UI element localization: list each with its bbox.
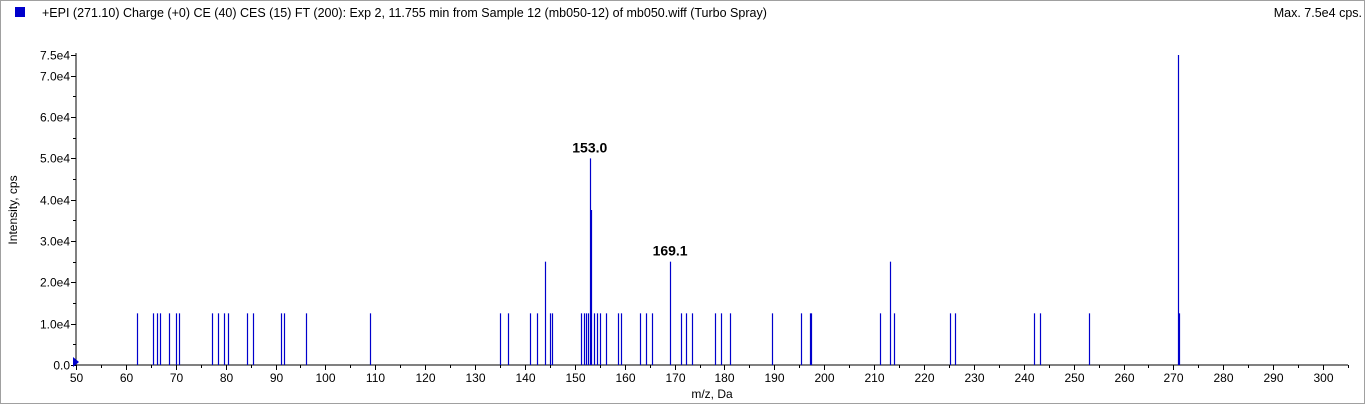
x-axis-title: m/z, Da [691, 387, 733, 401]
x-tick-label: 90 [270, 371, 284, 385]
y-tick-label: 7.0e4 [40, 70, 70, 84]
peak-annotation: 169.1 [653, 243, 688, 259]
y-tick-label: 2.0e4 [40, 276, 70, 290]
y-tick-label: 1.0e4 [40, 318, 70, 332]
x-tick-label: 60 [120, 371, 134, 385]
x-tick-label: 220 [914, 371, 934, 385]
axes: 50 60 70 80 90 100 110 120 130 140 150 160 170 180 190… [40, 49, 1349, 385]
x-tick-label: 240 [1014, 371, 1034, 385]
x-tick-label: 160 [615, 371, 635, 385]
x-tick-label: 170 [665, 371, 685, 385]
x-tick-label: 150 [565, 371, 585, 385]
y-tick-label: 7.5e4 [40, 49, 70, 63]
x-tick-label: 210 [864, 371, 884, 385]
spectrum-title: +EPI (271.10) Charge (+0) CE (40) CES (1… [42, 6, 767, 20]
x-tick-label: 280 [1213, 371, 1233, 385]
x-tick-label: 250 [1064, 371, 1084, 385]
x-tick-label: 100 [315, 371, 335, 385]
x-tick-label: 190 [764, 371, 784, 385]
origin-marker [73, 357, 79, 367]
x-tick-label: 50 [70, 371, 84, 385]
max-intensity-label: Max. 7.5e4 cps. [1273, 6, 1362, 20]
legend-color-square[interactable] [15, 7, 25, 17]
peaks [136, 55, 1181, 365]
y-axis-title: Intensity, cps [6, 175, 20, 244]
x-tick-label: 290 [1263, 371, 1283, 385]
y-tick-label: 6.0e4 [40, 111, 70, 125]
x-tick-label: 230 [964, 371, 984, 385]
x-tick-label: 260 [1114, 371, 1134, 385]
peak-annotation: 153.0 [572, 139, 607, 155]
x-tick-label: 110 [366, 371, 385, 385]
x-tick-label: 120 [415, 371, 435, 385]
x-tick-label: 300 [1313, 371, 1333, 385]
y-tick-label: 3.0e4 [40, 235, 70, 249]
y-tick-label: 0.0 [53, 359, 70, 373]
y-tick-label: 4.0e4 [40, 194, 70, 208]
spectrum-header: +EPI (271.10) Charge (+0) CE (40) CES (1… [1, 1, 1366, 27]
x-tick-label: 200 [814, 371, 834, 385]
x-tick-label: 140 [515, 371, 535, 385]
x-tick-label: 80 [220, 371, 234, 385]
x-tick-label: 70 [170, 371, 184, 385]
peak-labels: 153.0 169.1 [572, 139, 688, 258]
x-tick-label: 130 [465, 371, 485, 385]
x-tick-label: 180 [714, 371, 734, 385]
y-tick-label: 5.0e4 [40, 152, 70, 166]
x-tick-label: 270 [1163, 371, 1183, 385]
